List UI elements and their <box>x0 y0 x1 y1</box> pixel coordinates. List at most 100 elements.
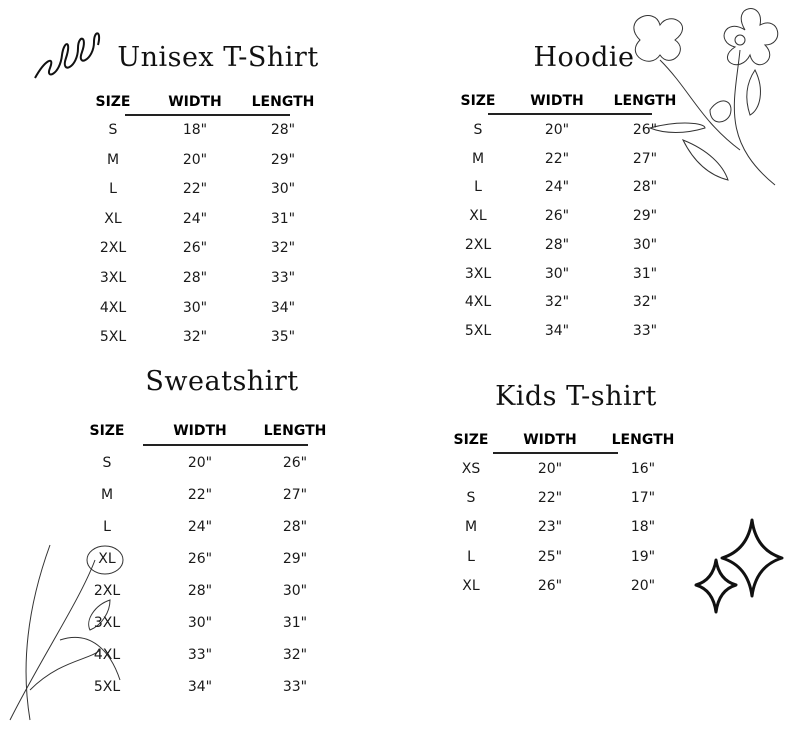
width-cell: 26" <box>537 577 563 594</box>
size-cell: 2XL <box>464 236 492 253</box>
size-cell: L <box>467 548 475 565</box>
width-cell: 20" <box>544 122 570 138</box>
width-cell: 20" <box>187 455 213 471</box>
length-cell: 26" <box>282 455 308 471</box>
width-cell: 33" <box>187 647 213 663</box>
length-cell: 30" <box>270 181 296 198</box>
length-cell: 27" <box>282 487 308 503</box>
width-cell: 30" <box>182 299 208 316</box>
width-cell: 23" <box>537 519 563 536</box>
sweatshirt-title: Sweatshirt <box>145 366 299 397</box>
size-cell: S <box>102 455 112 471</box>
size-cell: S <box>473 122 483 138</box>
length-cell: 33" <box>632 322 658 339</box>
header-divider <box>488 113 652 115</box>
size-cell: 4XL <box>464 294 492 311</box>
size-cell: 4XL <box>93 647 121 663</box>
length-cell: 17" <box>630 490 656 507</box>
length-cell: 30" <box>632 236 658 253</box>
length-cell: 29" <box>282 551 308 567</box>
column-header-width: WIDTH <box>173 423 227 439</box>
size-cell: M <box>106 151 120 168</box>
width-cell: 30" <box>187 615 213 631</box>
size-cell: 5XL <box>99 329 127 346</box>
size-cell: XS <box>461 461 481 477</box>
width-cell: 22" <box>544 150 570 167</box>
length-cell: 30" <box>282 583 308 599</box>
column-header-width: WIDTH <box>530 93 584 109</box>
width-cell: 28" <box>187 583 213 599</box>
width-cell: 30" <box>544 265 570 282</box>
size-cell: 3XL <box>93 615 121 631</box>
length-cell: 26" <box>632 122 658 138</box>
sparkle-stars-icon <box>694 518 784 614</box>
header-divider <box>493 452 618 454</box>
width-cell: 22" <box>537 490 563 507</box>
length-cell: 35" <box>270 329 296 346</box>
column-header-length: LENGTH <box>251 94 315 110</box>
length-cell: 32" <box>282 647 308 663</box>
swirl-doodle-icon <box>34 32 101 79</box>
header-divider <box>125 114 290 116</box>
size-cell: XL <box>469 208 487 225</box>
width-cell: 34" <box>544 322 570 339</box>
length-cell: 29" <box>270 151 296 168</box>
size-cell: L <box>109 181 117 198</box>
length-cell: 32" <box>270 240 296 257</box>
hoodie-title: Hoodie <box>533 42 635 73</box>
length-cell: 27" <box>632 150 658 167</box>
width-cell: 20" <box>537 461 563 477</box>
width-cell: 22" <box>182 181 208 198</box>
length-cell: 34" <box>270 299 296 316</box>
column-header-width: WIDTH <box>523 432 577 448</box>
length-cell: 33" <box>282 679 308 695</box>
column-header-size: SIZE <box>89 423 125 439</box>
size-cell: M <box>471 150 485 167</box>
size-cell: 3XL <box>99 270 127 286</box>
column-header-size: SIZE <box>95 94 131 110</box>
width-cell: 22" <box>187 487 213 503</box>
size-cell: 3XL <box>464 265 492 282</box>
length-cell: 31" <box>632 265 658 282</box>
width-cell: 28" <box>182 270 208 286</box>
kids-tshirt-title: Kids T-shirt <box>495 381 657 412</box>
size-cell: L <box>103 519 111 535</box>
width-cell: 24" <box>544 179 570 196</box>
column-header-length: LENGTH <box>611 432 675 448</box>
length-cell: 19" <box>630 548 656 565</box>
column-header-size: SIZE <box>453 432 489 448</box>
length-cell: 29" <box>632 208 658 225</box>
length-cell: 28" <box>632 179 658 196</box>
column-header-length: LENGTH <box>613 93 677 109</box>
width-cell: 20" <box>182 151 208 168</box>
width-cell: 24" <box>187 519 213 535</box>
length-cell: 20" <box>630 577 656 594</box>
width-cell: 26" <box>187 551 213 567</box>
size-cell: L <box>474 179 482 196</box>
size-cell: XL <box>98 551 116 567</box>
size-cell: XL <box>462 577 480 594</box>
width-cell: 18" <box>182 122 208 138</box>
column-header-width: WIDTH <box>168 94 222 110</box>
length-cell: 16" <box>630 461 656 477</box>
size-cell: M <box>100 487 114 503</box>
length-cell: 28" <box>270 122 296 138</box>
length-cell: 28" <box>282 519 308 535</box>
width-cell: 26" <box>544 208 570 225</box>
unisex-tshirt-title: Unisex T-Shirt <box>117 42 319 73</box>
width-cell: 24" <box>182 210 208 227</box>
size-cell: M <box>464 519 478 536</box>
size-cell: 2XL <box>93 583 121 599</box>
size-cell: 4XL <box>99 299 127 316</box>
column-header-length: LENGTH <box>263 423 327 439</box>
size-cell: XL <box>104 210 122 227</box>
width-cell: 34" <box>187 679 213 695</box>
length-cell: 18" <box>630 519 656 536</box>
header-divider <box>143 444 308 446</box>
column-header-size: SIZE <box>460 93 496 109</box>
length-cell: 33" <box>270 270 296 286</box>
width-cell: 25" <box>537 548 563 565</box>
size-cell: 5XL <box>464 322 492 339</box>
width-cell: 32" <box>544 294 570 311</box>
